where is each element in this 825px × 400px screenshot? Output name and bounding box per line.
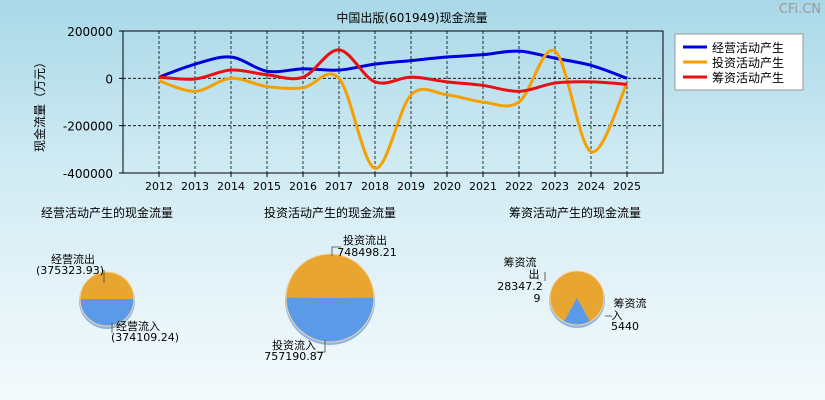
pie-slice-value: 748498.21: [337, 246, 397, 259]
line-chart-title: 中国出版(601949)现金流量: [336, 10, 487, 25]
pie-slice: [286, 253, 374, 298]
x-tick-label: 2015: [253, 180, 281, 193]
pie-slice: [80, 272, 134, 300]
pie-slice: [563, 298, 591, 325]
x-tick-label: 2013: [181, 180, 209, 193]
pie-title: 经营活动产生的现金流量: [41, 205, 173, 220]
x-tick-label: 2017: [325, 180, 353, 193]
pie-slice: [80, 299, 134, 327]
pie-title: 投资活动产生的现金流量: [264, 205, 396, 220]
pie-slice-value: 28347.2 9: [497, 280, 543, 305]
x-ticks: 2012 2013 2014 2015 2016 2017 2018 2019 2020 2021…: [145, 173, 641, 193]
x-tick-label: 2022: [505, 180, 533, 193]
y-tick-label: 0: [105, 72, 113, 86]
legend-label: 筹资活动产生: [712, 71, 784, 85]
pie-slice-value: (374109.24): [111, 331, 179, 344]
pie-slice-label: 经营流入: [116, 319, 160, 333]
pie-slice: [550, 270, 604, 322]
series-line: [158, 48, 628, 93]
y-axis-label-wrap: 现金流量（万元）: [32, 56, 47, 152]
pie-slice-value: 757190.87: [264, 350, 324, 363]
pie-outline: [549, 270, 605, 326]
x-tick-label: 2014: [217, 180, 245, 193]
line-plot-area: [122, 30, 664, 174]
x-tick-label: 2023: [541, 180, 569, 193]
y-ticks: 200000 0 -200000 -400000: [63, 25, 123, 181]
brand-watermark: CFi.CN: [778, 2, 821, 17]
x-tick-label: 2024: [577, 180, 605, 193]
legend-label: 经营活动产生: [712, 41, 784, 55]
grid: [123, 31, 663, 173]
pie-slice-value: 5440: [611, 320, 639, 333]
pie-slice: [286, 297, 374, 342]
pie-slice-label: 经营流出: [51, 252, 95, 266]
series-line: [158, 48, 629, 170]
y-axis-label: 现金流量（万元）: [32, 56, 47, 152]
series-lines: [158, 48, 629, 170]
pie-slice-label: 投资流出: [343, 233, 387, 247]
y-tick-label: -200000: [63, 120, 113, 134]
x-tick-label: 2019: [397, 180, 425, 193]
pie-title: 筹资活动产生的现金流量: [509, 205, 641, 220]
x-tick-label: 2020: [433, 180, 461, 193]
pie-slice-label: 筹资流出: [504, 255, 540, 281]
y-tick-label: -400000: [63, 167, 113, 181]
x-tick-label: 2016: [289, 180, 317, 193]
pie-slice-label: 筹资流入: [612, 296, 647, 322]
pie-slice-value: (375323.93): [36, 264, 104, 277]
y-tick-label: 200000: [67, 25, 113, 39]
x-tick-label: 2018: [361, 180, 389, 193]
x-tick-label: 2012: [145, 180, 173, 193]
pie-outline: [79, 271, 135, 327]
legend-label: 投资活动产生: [712, 55, 784, 70]
series-line: [158, 49, 628, 80]
pie-outline: [285, 253, 375, 343]
pie-leader-line: [316, 340, 326, 353]
x-tick-label: 2021: [469, 180, 497, 193]
pie-leader-line: [331, 246, 341, 256]
x-tick-label: 2025: [613, 180, 641, 193]
pie-slice-label: 投资流入: [272, 338, 316, 352]
